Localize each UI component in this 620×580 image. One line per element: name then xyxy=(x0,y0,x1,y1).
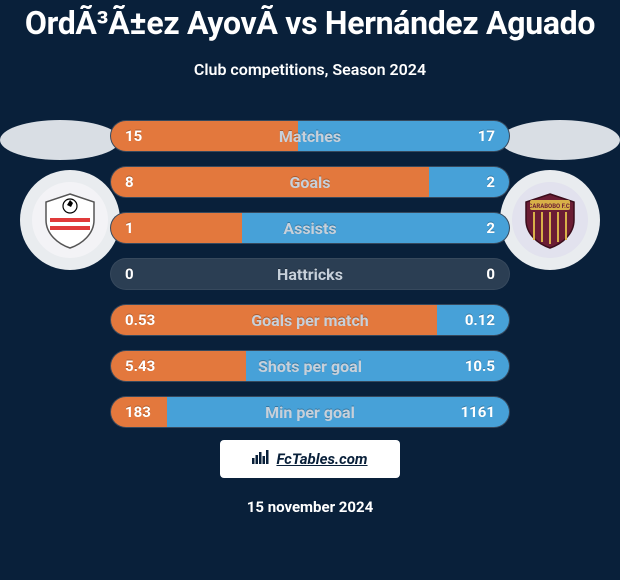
stat-row: 12Assists xyxy=(110,212,510,244)
team-oval-left xyxy=(0,120,120,160)
stat-label: Hattricks xyxy=(111,259,509,289)
team-oval-right xyxy=(500,120,620,160)
stats-container: 1517Matches82Goals12Assists00Hattricks0.… xyxy=(110,120,510,428)
stat-bar-right xyxy=(167,397,509,427)
stat-bar-left xyxy=(111,167,429,197)
stat-bar-left xyxy=(111,305,437,335)
stat-row: 1831161Min per goal xyxy=(110,396,510,428)
stat-value-left: 0.53 xyxy=(125,305,155,335)
footer-date: 15 november 2024 xyxy=(0,498,620,516)
comparison-page: OrdÃ³Ã±ez AyovÃ vs Hernández Aguado Club… xyxy=(0,0,620,580)
stat-value-left: 5.43 xyxy=(125,351,155,381)
club-badge-left xyxy=(20,170,120,270)
stat-row: 82Goals xyxy=(110,166,510,198)
stat-bar-right xyxy=(429,167,509,197)
club-badge-right: CARABOBO F.C. xyxy=(500,170,600,270)
stat-value-left: 15 xyxy=(125,121,142,151)
stat-value-right: 2 xyxy=(486,167,495,197)
stat-value-left: 0 xyxy=(125,259,134,289)
stat-value-right: 1161 xyxy=(461,397,495,427)
page-subtitle: Club competitions, Season 2024 xyxy=(0,60,620,79)
page-title: OrdÃ³Ã±ez AyovÃ vs Hernández Aguado xyxy=(0,4,620,42)
stat-value-left: 1 xyxy=(125,213,134,243)
stat-row: 0 0Hattricks xyxy=(110,258,510,290)
stat-value-right: 2 xyxy=(486,213,495,243)
stat-value-right: 0.12 xyxy=(465,305,495,335)
stat-value-right: 0 xyxy=(486,259,495,289)
chart-icon xyxy=(252,450,270,468)
stat-value-right: 10.5 xyxy=(465,351,495,381)
footer-brand-text: FcTables.com xyxy=(276,450,367,468)
footer-brand-link[interactable]: FcTables.com xyxy=(220,440,400,478)
stat-bar-right xyxy=(242,213,509,243)
stat-row: 5.4310.5Shots per goal xyxy=(110,350,510,382)
svg-text:CARABOBO F.C.: CARABOBO F.C. xyxy=(528,203,571,210)
club-crest-right: CARABOBO F.C. xyxy=(512,182,588,258)
stat-value-right: 17 xyxy=(478,121,495,151)
club-crest-left xyxy=(32,182,108,258)
stat-value-left: 8 xyxy=(125,167,134,197)
stat-row: 1517Matches xyxy=(110,120,510,152)
stat-row: 0.530.12Goals per match xyxy=(110,304,510,336)
stat-value-left: 183 xyxy=(125,397,151,427)
